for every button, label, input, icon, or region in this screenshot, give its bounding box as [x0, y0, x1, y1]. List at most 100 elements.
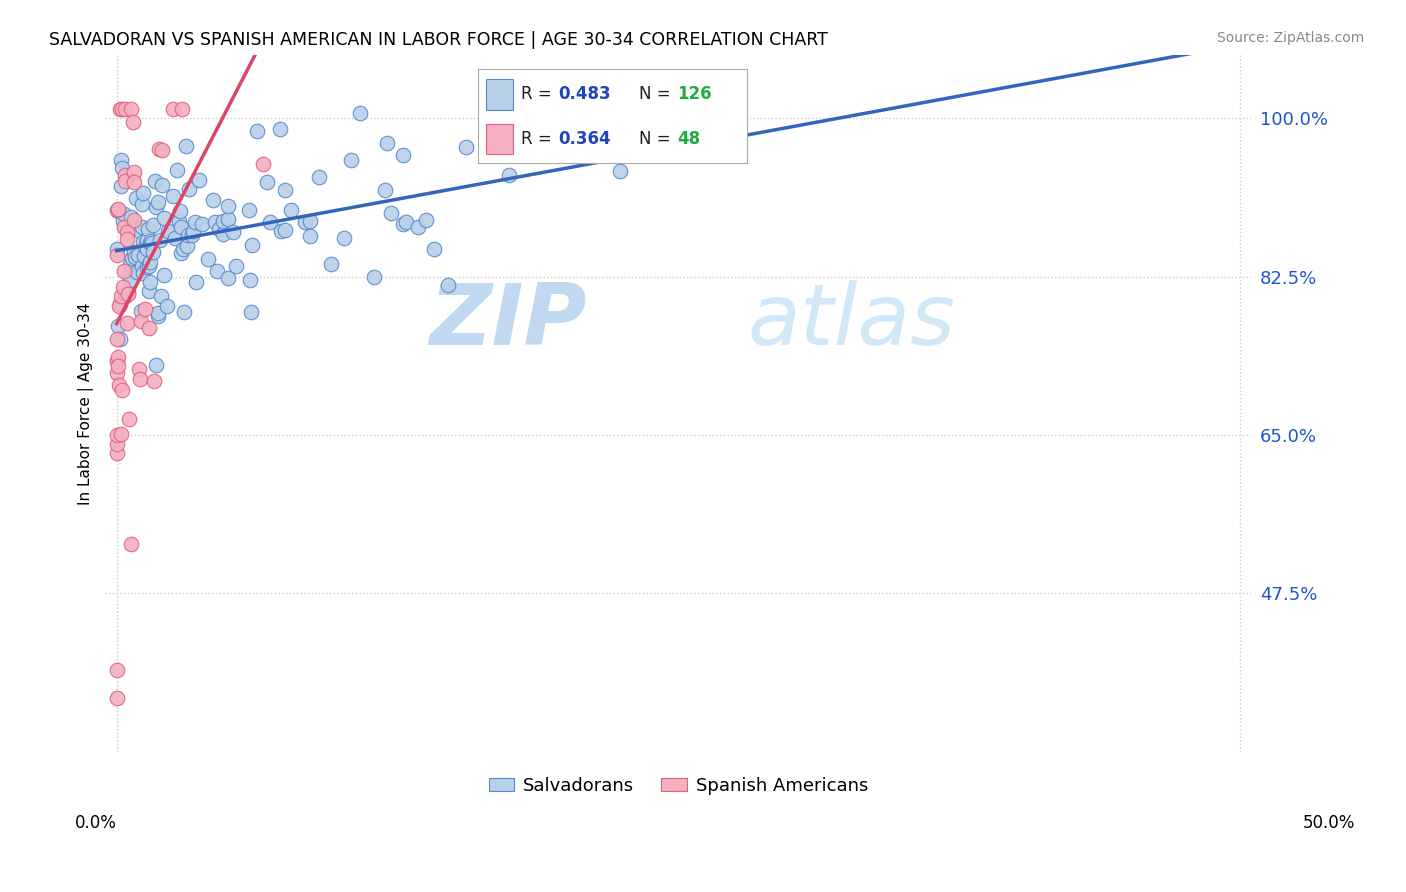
- Point: [145, 358, 167, 372]
- Point: [118, 412, 141, 426]
- Point: [392, 147, 415, 161]
- Text: 0.0%: 0.0%: [75, 814, 117, 831]
- Point: [127, 248, 149, 262]
- Point: [169, 203, 191, 218]
- Point: [115, 225, 138, 239]
- Point: [134, 301, 156, 316]
- Point: [128, 372, 150, 386]
- Point: [110, 332, 132, 346]
- Point: [108, 299, 131, 313]
- Point: [112, 280, 135, 294]
- Text: atlas: atlas: [747, 280, 955, 363]
- Point: [246, 124, 269, 138]
- Point: [114, 103, 136, 117]
- Point: [105, 332, 128, 346]
- Point: [176, 238, 198, 252]
- Point: [108, 378, 131, 392]
- Point: [124, 250, 146, 264]
- Point: [107, 203, 129, 218]
- Point: [183, 215, 205, 229]
- Point: [138, 284, 160, 298]
- Point: [609, 164, 631, 178]
- Point: [170, 103, 193, 117]
- Point: [120, 103, 142, 117]
- Point: [112, 207, 135, 221]
- Point: [110, 178, 132, 193]
- Point: [150, 178, 173, 193]
- Point: [110, 427, 132, 442]
- Point: [118, 257, 141, 271]
- Point: [217, 198, 239, 212]
- Point: [131, 220, 153, 235]
- Point: [294, 215, 316, 229]
- Point: [190, 217, 212, 231]
- Point: [239, 272, 262, 286]
- Text: ZIP: ZIP: [429, 280, 586, 363]
- Point: [143, 174, 166, 188]
- Point: [110, 153, 132, 167]
- Point: [148, 305, 170, 319]
- Point: [259, 215, 281, 229]
- Point: [406, 219, 429, 234]
- Point: [107, 359, 129, 373]
- Point: [252, 157, 274, 171]
- Point: [415, 212, 437, 227]
- Point: [181, 224, 204, 238]
- Point: [105, 248, 128, 262]
- Point: [105, 664, 128, 678]
- Point: [122, 244, 145, 259]
- Point: [240, 238, 263, 252]
- Y-axis label: In Labor Force | Age 30-34: In Labor Force | Age 30-34: [79, 302, 94, 505]
- Point: [135, 243, 157, 257]
- Point: [436, 278, 458, 293]
- Point: [105, 367, 128, 381]
- Point: [142, 218, 165, 232]
- Point: [377, 136, 399, 150]
- Point: [105, 437, 128, 451]
- Point: [131, 235, 153, 249]
- Point: [135, 233, 157, 247]
- Point: [149, 233, 172, 247]
- Point: [163, 231, 186, 245]
- Point: [145, 200, 167, 214]
- Text: SALVADORAN VS SPANISH AMERICAN IN LABOR FORCE | AGE 30-34 CORRELATION CHART: SALVADORAN VS SPANISH AMERICAN IN LABOR …: [49, 31, 828, 49]
- Point: [339, 153, 361, 168]
- Point: [127, 265, 149, 279]
- Point: [319, 257, 342, 271]
- Point: [380, 205, 402, 219]
- Point: [105, 428, 128, 442]
- Point: [205, 264, 228, 278]
- Legend: Salvadorans, Spanish Americans: Salvadorans, Spanish Americans: [482, 770, 875, 802]
- Point: [141, 244, 163, 259]
- Point: [274, 223, 297, 237]
- Point: [173, 305, 195, 319]
- Point: [131, 196, 153, 211]
- Point: [280, 202, 302, 217]
- Point: [225, 260, 247, 274]
- Point: [142, 374, 165, 388]
- Point: [107, 350, 129, 364]
- Point: [108, 103, 131, 117]
- Point: [122, 175, 145, 189]
- Point: [111, 161, 134, 175]
- Point: [138, 321, 160, 335]
- Point: [120, 537, 142, 551]
- Point: [422, 243, 444, 257]
- Point: [498, 168, 520, 182]
- Point: [170, 245, 193, 260]
- Point: [107, 319, 129, 334]
- Point: [132, 186, 155, 200]
- Point: [274, 183, 297, 197]
- Point: [170, 219, 193, 234]
- Point: [456, 140, 478, 154]
- Point: [139, 234, 162, 248]
- Point: [114, 168, 136, 182]
- Point: [105, 354, 128, 368]
- Point: [172, 242, 194, 256]
- Point: [131, 260, 153, 274]
- Point: [148, 309, 170, 323]
- Point: [111, 103, 134, 117]
- Point: [115, 170, 138, 185]
- Point: [129, 303, 152, 318]
- Point: [125, 191, 148, 205]
